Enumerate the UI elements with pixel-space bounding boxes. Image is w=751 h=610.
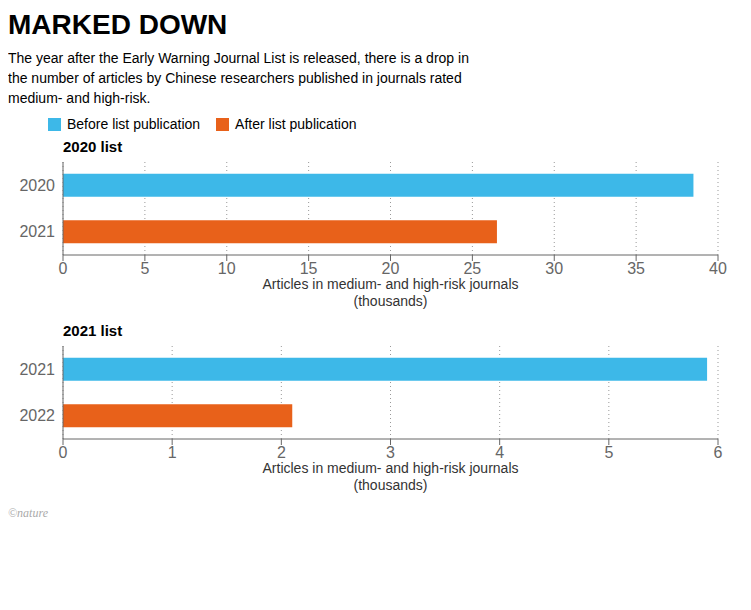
svg-text:2: 2 — [277, 444, 286, 461]
svg-text:2021: 2021 — [19, 361, 55, 378]
svg-text:Articles in medium- and high-r: Articles in medium- and high-risk journa… — [263, 460, 519, 493]
svg-text:2020: 2020 — [19, 177, 55, 194]
svg-text:15: 15 — [300, 260, 318, 277]
html-text:2020 list: 2020 list — [63, 138, 123, 155]
svg-text:30: 30 — [545, 260, 563, 277]
svg-text:2021: 2021 — [19, 223, 55, 240]
svg-text:3: 3 — [386, 444, 395, 461]
svg-text:6: 6 — [714, 444, 723, 461]
svg-text:0: 0 — [59, 444, 68, 461]
html-text:The year after the Early Warni: The year after the Early Warning Journal… — [8, 50, 469, 106]
svg-text:5: 5 — [140, 260, 149, 277]
svg-text:2022: 2022 — [19, 407, 55, 424]
svg-text:1: 1 — [168, 444, 177, 461]
svg-text:25: 25 — [463, 260, 481, 277]
svg-text:10: 10 — [218, 260, 236, 277]
html-text:Before list publication: Before list publication — [67, 116, 201, 132]
svg-text:Articles in medium- and high-r: Articles in medium- and high-risk journa… — [263, 276, 519, 309]
svg-text:20: 20 — [382, 260, 400, 277]
html-text:After list publication: After list publication — [235, 116, 357, 132]
svg-text:4: 4 — [495, 444, 504, 461]
svg-text:0: 0 — [59, 260, 68, 277]
html-text:©nature: ©nature — [8, 506, 48, 520]
svg-text:35: 35 — [627, 260, 645, 277]
html-text:MARKED DOWN: MARKED DOWN — [8, 9, 228, 40]
html-text:2021 list: 2021 list — [63, 322, 123, 339]
svg-text:40: 40 — [709, 260, 727, 277]
svg-text:5: 5 — [604, 444, 613, 461]
